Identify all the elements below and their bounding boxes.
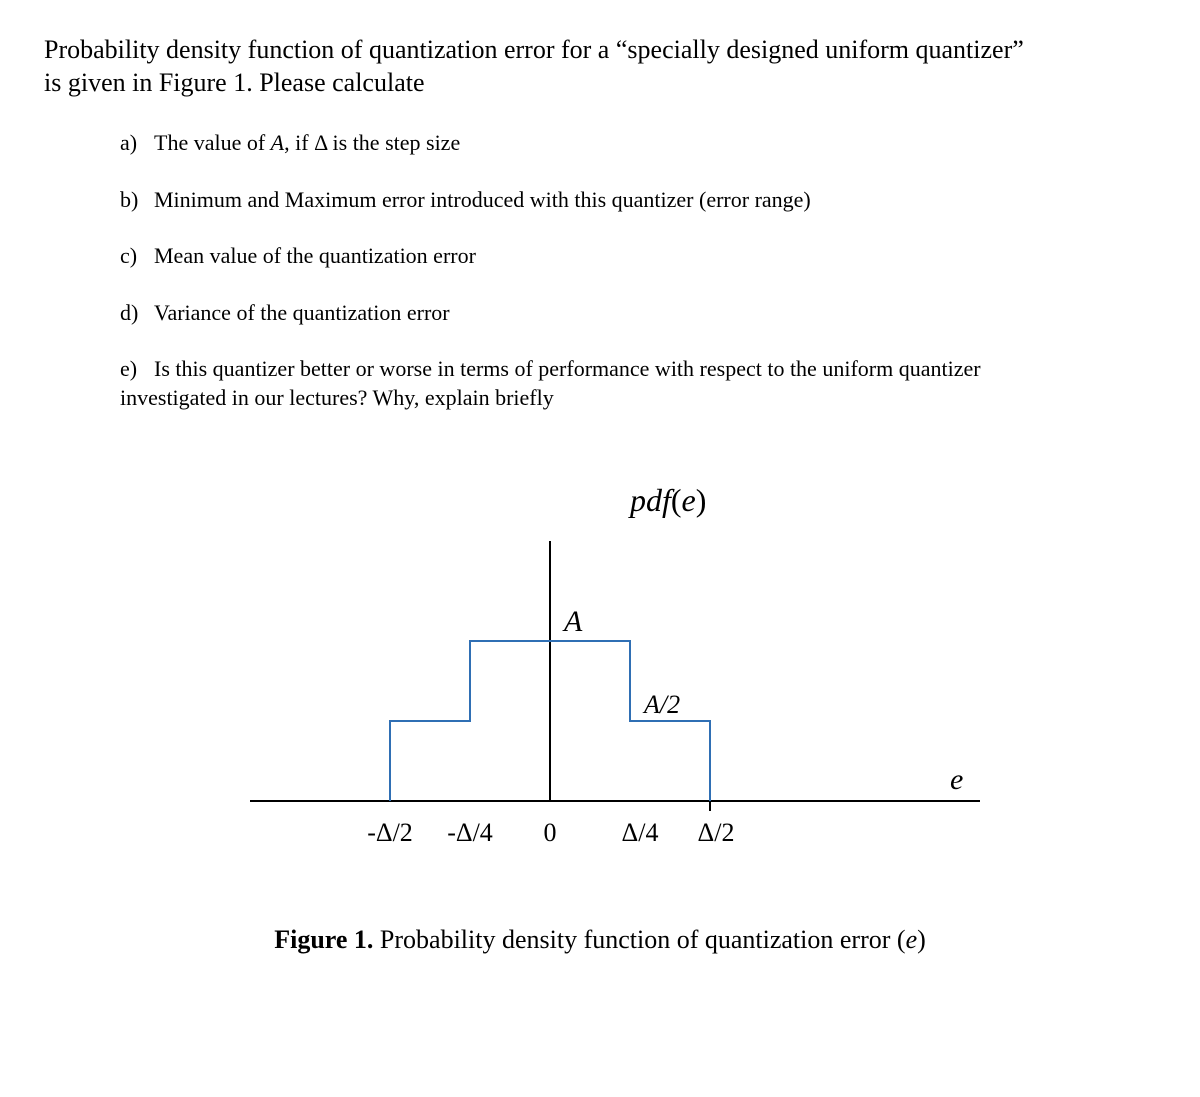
caption-bold: Figure 1. [274, 925, 373, 954]
intro-quote-open: “ [616, 35, 628, 64]
caption-rest-post: ) [917, 925, 926, 954]
q-a-letter: a) [120, 129, 154, 158]
question-e: e) Is this quantizer better or worse in … [120, 355, 1116, 412]
label-A: A [562, 605, 583, 638]
q-b-text: Minimum and Maximum error introduced wit… [154, 186, 1116, 215]
q-a-delta: Δ [314, 130, 327, 155]
q-e-line1: Is this quantizer better or worse in ter… [154, 355, 1116, 384]
intro-emph: specially designed uniform quantizer [627, 35, 1012, 64]
pdf-title-pre: pdf [628, 482, 675, 518]
tick-label-neg-d4: -Δ/4 [447, 818, 493, 847]
pdf-title-arg-open: ( [671, 482, 682, 518]
label-e: e [950, 763, 963, 796]
q-e-line2: investigated in our lectures? Why, expla… [120, 384, 1116, 413]
q-d-text: Variance of the quantization error [154, 299, 1116, 328]
q-c-text: Mean value of the quantization error [154, 242, 1116, 271]
caption-rest-pre: Probability density function of quantiza… [373, 925, 905, 954]
question-list: a) The value of A, if Δ is the step size… [120, 129, 1116, 413]
pdf-title-e: e [682, 482, 696, 518]
figure-wrap: pdf(e) A A/2 e -Δ/2 -Δ/4 0 Δ/4 Δ/2 Figur… [44, 441, 1156, 955]
q-a-pre: The value of [154, 130, 271, 155]
question-d: d) Variance of the quantization error [120, 299, 1116, 328]
page: Probability density function of quantiza… [0, 0, 1200, 995]
question-c: c) Mean value of the quantization error [120, 242, 1116, 271]
tick-label-pos-d2: Δ/2 [698, 818, 735, 847]
q-a-A: A [271, 130, 284, 155]
pdf-title-arg-close: ) [696, 482, 707, 518]
tick-label-zero: 0 [544, 818, 557, 847]
q-a-post: is the step size [327, 130, 460, 155]
question-a: a) The value of A, if Δ is the step size [120, 129, 1116, 158]
intro-paragraph: Probability density function of quantiza… [44, 34, 1156, 99]
pdf-title: pdf(e) [628, 482, 706, 518]
tick-label-neg-d2: -Δ/2 [367, 818, 413, 847]
q-a-mid: , if [284, 130, 314, 155]
q-a-text: The value of A, if Δ is the step size [154, 129, 1116, 158]
question-b: b) Minimum and Maximum error introduced … [120, 186, 1116, 215]
figure-caption: Figure 1. Probability density function o… [274, 925, 926, 955]
intro-quote-close: ” [1012, 35, 1024, 64]
tick-label-pos-d4: Δ/4 [622, 818, 659, 847]
q-e-letter: e) [120, 355, 154, 384]
q-d-letter: d) [120, 299, 154, 328]
q-b-letter: b) [120, 186, 154, 215]
caption-e: e [906, 925, 918, 954]
label-A-half: A/2 [642, 690, 680, 719]
q-c-letter: c) [120, 242, 154, 271]
pdf-chart: pdf(e) A A/2 e -Δ/2 -Δ/4 0 Δ/4 Δ/2 [190, 441, 1010, 901]
intro-line2: is given in Figure 1. Please calculate [44, 68, 425, 97]
intro-line1-pre: Probability density function of quantiza… [44, 35, 616, 64]
